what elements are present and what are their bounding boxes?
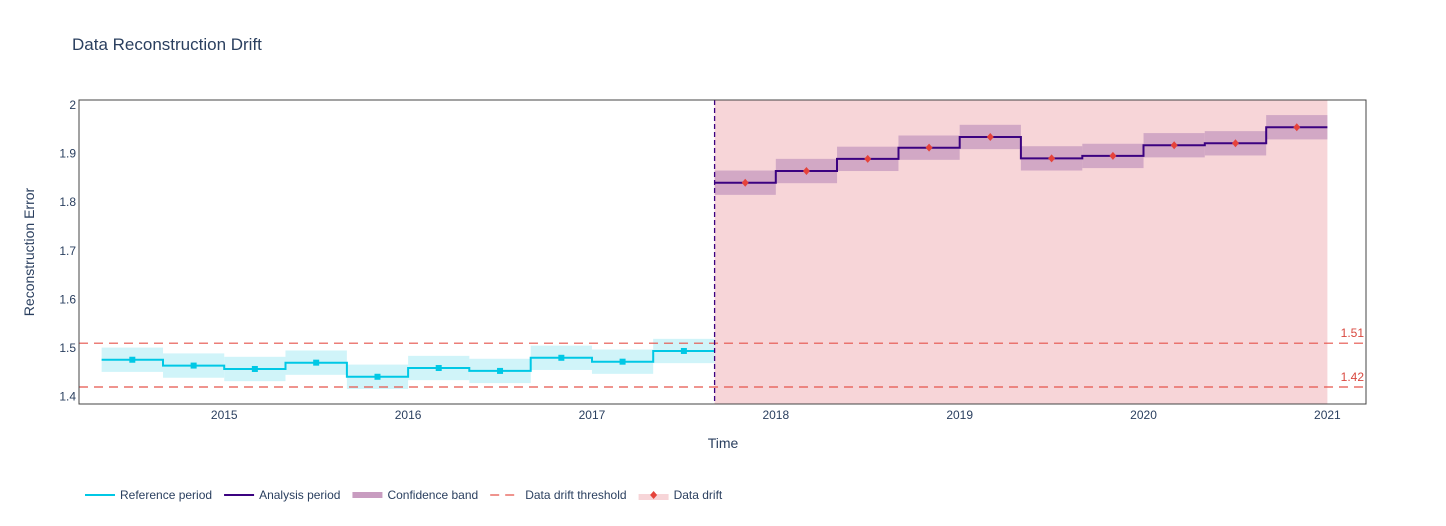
reference-point-8 bbox=[619, 358, 626, 365]
drift-point-3 bbox=[925, 143, 933, 152]
reference-point-9 bbox=[680, 347, 687, 354]
reference-point-4 bbox=[374, 373, 381, 380]
y-tick-label-1.4: 1.4 bbox=[59, 390, 76, 404]
legend-item-analysis: Analysis period bbox=[224, 488, 340, 502]
legend-label-reference: Reference period bbox=[120, 488, 212, 502]
x-tick-label-2019: 2019 bbox=[946, 408, 973, 422]
reference-step-line bbox=[101, 350, 715, 378]
threshold-label-0: 1.51 bbox=[1341, 326, 1365, 340]
legend-label-analysis: Analysis period bbox=[259, 488, 340, 502]
x-tick-label-2017: 2017 bbox=[579, 408, 606, 422]
drift-point-5 bbox=[1048, 154, 1056, 163]
drift-point-7 bbox=[1170, 141, 1178, 150]
legend-item-threshold: Data drift threshold bbox=[490, 488, 627, 502]
y-axis-ticks: 1.4 1.5 1.6 1.7 1.8 1.9 2 bbox=[59, 98, 76, 404]
legend-item-reference: Reference period bbox=[85, 488, 212, 502]
legend-swatch-drift-marker bbox=[650, 491, 658, 499]
x-tick-label-2021: 2021 bbox=[1314, 408, 1341, 422]
y-tick-label-1.9: 1.9 bbox=[59, 147, 76, 161]
y-tick-label-1.7: 1.7 bbox=[59, 244, 76, 258]
reference-point-5 bbox=[435, 365, 442, 372]
reference-point-0 bbox=[129, 356, 136, 363]
y-tick-label-1.5: 1.5 bbox=[59, 341, 76, 355]
reference-point-3 bbox=[313, 359, 320, 366]
y-tick-label-1.6: 1.6 bbox=[59, 292, 76, 306]
drift-point-9 bbox=[1293, 123, 1301, 132]
x-tick-label-2018: 2018 bbox=[762, 408, 789, 422]
legend-swatch-band bbox=[352, 492, 383, 498]
threshold-label-1: 1.42 bbox=[1341, 370, 1365, 384]
chart-title: Data Reconstruction Drift bbox=[72, 35, 262, 54]
drift-point-8 bbox=[1231, 139, 1239, 148]
legend-label-drift: Data drift bbox=[674, 488, 723, 502]
plot-border bbox=[78, 99, 1367, 405]
x-axis-ticks: 2015 2016 2017 2018 2019 2020 2021 bbox=[211, 408, 1341, 422]
legend: Reference period Analysis period Confidenc… bbox=[85, 488, 723, 502]
legend-item-drift: Data drift bbox=[638, 488, 723, 502]
legend-label-threshold: Data drift threshold bbox=[525, 488, 626, 502]
x-axis-label: Time bbox=[708, 435, 739, 451]
reference-point-2 bbox=[251, 365, 258, 372]
reference-point-7 bbox=[558, 354, 565, 361]
drift-point-0 bbox=[741, 178, 749, 187]
x-tick-label-2015: 2015 bbox=[211, 408, 238, 422]
drift-point-4 bbox=[986, 132, 994, 141]
drift-point-6 bbox=[1109, 151, 1117, 160]
legend-item-band: Confidence band bbox=[352, 488, 478, 502]
plot-frame bbox=[78, 99, 1367, 405]
y-tick-label-2: 2 bbox=[69, 98, 76, 112]
analysis-step-line bbox=[714, 126, 1328, 184]
drift-point-1 bbox=[802, 167, 810, 176]
reference-point-6 bbox=[497, 367, 504, 374]
reference-point-1 bbox=[190, 362, 197, 369]
x-tick-label-2020: 2020 bbox=[1130, 408, 1157, 422]
y-axis-label: Reconstruction Error bbox=[21, 187, 37, 316]
drift-point-2 bbox=[864, 154, 872, 163]
y-tick-label-1.8: 1.8 bbox=[59, 195, 76, 209]
x-tick-label-2016: 2016 bbox=[395, 408, 422, 422]
legend-label-band: Confidence band bbox=[387, 488, 478, 502]
plot-area: 1.51 1.42 bbox=[79, 100, 1366, 404]
